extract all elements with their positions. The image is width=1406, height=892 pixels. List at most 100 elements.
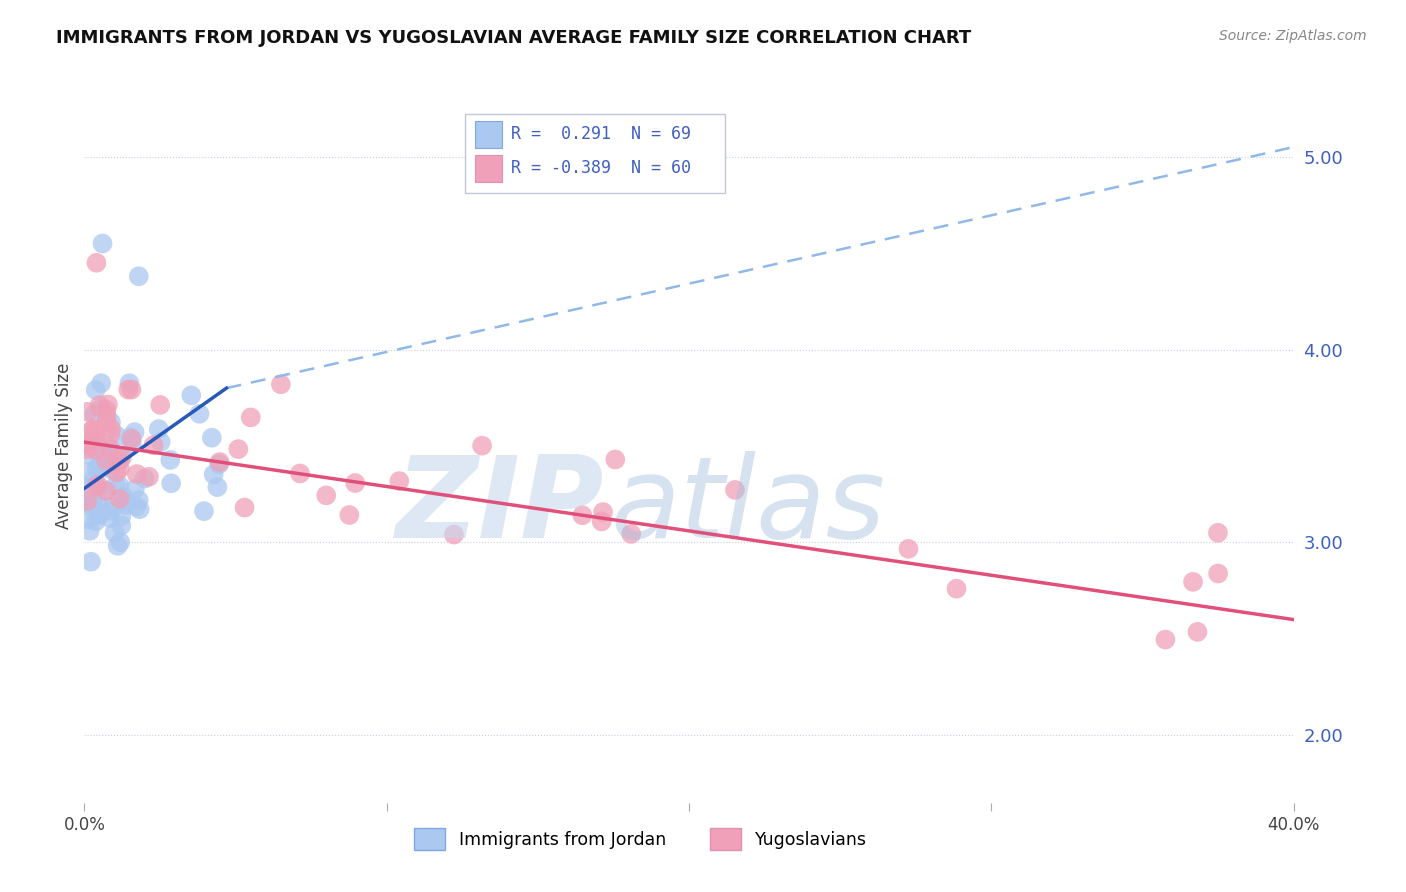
Point xyxy=(86,256,108,270)
Text: atlas: atlas xyxy=(610,451,886,562)
Point xyxy=(84,437,107,451)
Point xyxy=(94,450,117,465)
Point xyxy=(128,269,150,284)
Point xyxy=(82,493,104,508)
Point xyxy=(94,484,117,499)
Point xyxy=(77,437,100,451)
Point xyxy=(89,500,111,514)
Point xyxy=(89,398,111,412)
Point xyxy=(104,478,127,492)
Point xyxy=(180,388,202,402)
Point xyxy=(98,441,121,455)
Text: IMMIGRANTS FROM JORDAN VS YUGOSLAVIAN AVERAGE FAMILY SIZE CORRELATION CHART: IMMIGRANTS FROM JORDAN VS YUGOSLAVIAN AV… xyxy=(56,29,972,46)
Point xyxy=(945,582,967,596)
Point xyxy=(124,425,146,439)
Point xyxy=(591,515,613,529)
Point xyxy=(94,447,117,461)
Point xyxy=(100,422,122,436)
Point xyxy=(337,508,360,522)
Point xyxy=(121,437,143,451)
Point xyxy=(724,483,747,497)
Point xyxy=(97,445,120,459)
Point xyxy=(443,527,465,541)
Point xyxy=(1187,624,1209,639)
Point xyxy=(120,383,142,397)
Point xyxy=(124,482,146,496)
Point xyxy=(107,454,129,468)
Point xyxy=(107,539,129,553)
Point xyxy=(83,421,105,435)
Point xyxy=(125,467,148,481)
Point xyxy=(101,500,124,515)
Point xyxy=(128,502,150,516)
Point xyxy=(592,505,614,519)
Point xyxy=(100,427,122,442)
Point xyxy=(96,458,118,472)
Point xyxy=(83,473,105,487)
Point xyxy=(104,525,127,540)
Point xyxy=(108,478,131,492)
Point xyxy=(114,494,136,508)
Point xyxy=(110,518,132,533)
Point xyxy=(91,236,114,251)
Point xyxy=(471,439,494,453)
Point xyxy=(160,476,183,491)
Point xyxy=(208,457,231,471)
Point xyxy=(87,508,110,522)
Point xyxy=(121,432,143,446)
Point xyxy=(128,493,150,508)
Point xyxy=(288,467,311,481)
Point xyxy=(76,493,98,508)
Point xyxy=(315,488,337,502)
Point xyxy=(90,376,112,391)
Point xyxy=(79,524,101,538)
Point xyxy=(571,508,593,523)
Point xyxy=(108,453,131,467)
Point xyxy=(84,480,107,494)
Point xyxy=(159,453,181,467)
Point xyxy=(114,498,136,512)
Point xyxy=(202,467,225,482)
Point xyxy=(105,466,128,480)
FancyBboxPatch shape xyxy=(465,114,725,193)
Point xyxy=(83,408,105,422)
Y-axis label: Average Family Size: Average Family Size xyxy=(55,363,73,529)
Point xyxy=(96,409,118,423)
Point xyxy=(108,451,131,466)
Point xyxy=(110,509,132,524)
Text: R = -0.389  N = 60: R = -0.389 N = 60 xyxy=(512,160,692,178)
Point xyxy=(233,500,256,515)
Point xyxy=(84,431,107,445)
Point xyxy=(125,500,148,514)
Point xyxy=(86,461,108,475)
Point xyxy=(201,431,224,445)
Point xyxy=(134,471,156,485)
Point xyxy=(100,462,122,476)
Point xyxy=(94,483,117,498)
Point xyxy=(100,442,122,457)
Text: Source: ZipAtlas.com: Source: ZipAtlas.com xyxy=(1219,29,1367,43)
Point xyxy=(105,429,128,443)
Bar xyxy=(475,155,502,182)
Point xyxy=(270,377,292,392)
Point xyxy=(1206,525,1229,540)
Point xyxy=(76,494,98,508)
Point xyxy=(76,437,98,451)
Point xyxy=(148,422,170,436)
Point xyxy=(90,402,112,417)
Point xyxy=(84,442,107,457)
Point xyxy=(89,457,111,471)
Point xyxy=(239,410,262,425)
Point xyxy=(207,480,229,494)
Point xyxy=(76,480,98,494)
Point xyxy=(1206,566,1229,581)
Point xyxy=(388,474,411,488)
Point xyxy=(108,491,131,506)
Point xyxy=(1154,632,1177,647)
Point xyxy=(108,461,131,475)
Point xyxy=(76,405,98,419)
Point xyxy=(84,383,107,397)
Point xyxy=(117,383,139,397)
Point xyxy=(112,490,135,504)
Point xyxy=(208,455,231,469)
